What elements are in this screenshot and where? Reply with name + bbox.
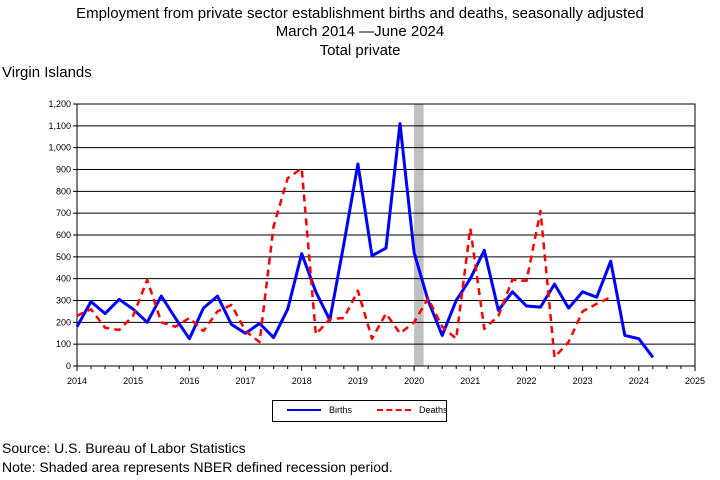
series-line-deaths <box>76 167 612 359</box>
x-tick-label: 2018 <box>292 376 312 386</box>
x-tick-label: 2025 <box>685 376 705 386</box>
y-tick-label: 800 <box>56 186 71 196</box>
y-tick-label: 400 <box>56 274 71 284</box>
y-tick-label: 600 <box>56 230 71 240</box>
y-tick-label: 1,200 <box>48 99 71 109</box>
recession-note: Note: Shaded area represents NBER define… <box>2 459 393 475</box>
legend-label-deaths: Deaths <box>419 405 448 415</box>
legend-item-births: Births <box>287 405 352 415</box>
x-tick-label: 2023 <box>573 376 593 386</box>
legend-swatch-deaths <box>377 409 411 411</box>
y-tick-label: 1,000 <box>48 143 71 153</box>
x-axis-ticks: 2014 2015 2016 2017 2018 2019 2020 2021 2022 2023… <box>67 366 705 386</box>
y-tick-label: 100 <box>56 339 71 349</box>
y-axis-ticks: 0 100 200 300 400 500 600 700 800 900 1,000 1,100 1,… <box>48 99 77 371</box>
series-line-births <box>75 122 655 359</box>
legend-label-births: Births <box>329 405 353 415</box>
region-label: Virgin Islands <box>2 64 92 81</box>
x-tick-label: 2022 <box>516 376 536 386</box>
chart-title: Employment from private sector establish… <box>76 5 644 22</box>
y-tick-label: 0 <box>66 361 71 371</box>
y-tick-label: 300 <box>56 296 71 306</box>
x-tick-label: 2020 <box>404 376 424 386</box>
x-tick-label: 2014 <box>67 376 87 386</box>
y-tick-label: 1,100 <box>48 121 71 131</box>
y-tick-label: 500 <box>56 252 71 262</box>
plot-frame <box>76 103 696 367</box>
x-tick-label: 2015 <box>123 376 143 386</box>
y-tick-label: 700 <box>56 208 71 218</box>
chart-date-range: March 2014 —June 2024 <box>0 23 720 40</box>
x-tick-label: 2021 <box>460 376 480 386</box>
legend-item-deaths: Deaths <box>377 405 448 415</box>
x-tick-label: 2019 <box>348 376 368 386</box>
chart-subtitle: Total private <box>319 42 401 59</box>
y-tick-label: 900 <box>56 165 71 175</box>
series-lines <box>75 122 655 359</box>
x-tick-label: 2024 <box>629 376 649 386</box>
date-range-start: March 2014 <box>275 23 355 40</box>
legend: Births Deaths <box>272 400 448 422</box>
legend-swatch-births <box>287 409 321 411</box>
y-tick-label: 200 <box>56 317 71 327</box>
date-range-separator: — <box>359 23 375 40</box>
x-tick-label: 2017 <box>236 376 256 386</box>
x-tick-label: 2016 <box>179 376 199 386</box>
source-note: Source: U.S. Bureau of Labor Statistics <box>2 440 246 456</box>
date-range-end: June 2024 <box>374 23 445 40</box>
